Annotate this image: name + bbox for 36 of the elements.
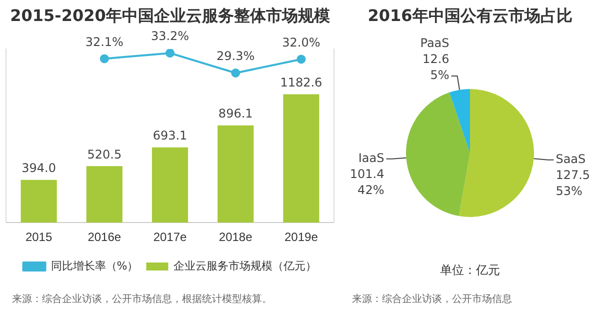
data-label: 693.1 bbox=[152, 128, 188, 143]
data-label: 32.0% bbox=[282, 35, 320, 50]
data-label: 394.0 bbox=[22, 160, 56, 175]
slice-label: PaaS bbox=[420, 36, 450, 50]
data-label: 127.5 53% bbox=[556, 168, 590, 198]
data-label: 101.4 42% bbox=[350, 167, 384, 198]
slice-label: SaaS bbox=[556, 152, 586, 166]
data-label: 1182.6 bbox=[280, 75, 322, 90]
chart-title: 2016年中国公有云市场占比 bbox=[366, 6, 574, 27]
bar bbox=[218, 125, 254, 223]
slice-label: IaaS bbox=[358, 151, 384, 166]
point bbox=[231, 68, 240, 78]
legend-label: 企业云服务市场规模（亿元） bbox=[174, 259, 317, 272]
x-tick-label: 2015 bbox=[25, 230, 52, 244]
chart-title: 2015-2020年中国企业云服务整体市场规模 bbox=[9, 6, 331, 27]
x-tick-label: 2019e bbox=[284, 230, 318, 244]
legend-label: 同比增长率（%） bbox=[50, 259, 138, 272]
point bbox=[100, 54, 109, 64]
bar bbox=[86, 166, 122, 223]
x-tick-label: 2018e bbox=[218, 230, 253, 244]
data-label: 520.5 bbox=[87, 147, 122, 162]
data-label: 12.6 5% bbox=[422, 52, 450, 82]
point bbox=[166, 49, 174, 58]
bar bbox=[283, 94, 320, 223]
data-label: 896.1 bbox=[218, 106, 253, 120]
point bbox=[296, 54, 306, 64]
x-tick-label: 2017e bbox=[153, 230, 188, 244]
source-note: 来源：综合企业访谈，公开市场信息 bbox=[352, 292, 512, 306]
data-label: 29.3% bbox=[216, 49, 255, 64]
x-tick-label: 2016e bbox=[88, 230, 122, 244]
bar bbox=[20, 180, 57, 223]
text: 单位：亿元 bbox=[439, 262, 501, 279]
data-label: 32.1% bbox=[85, 34, 124, 49]
data-label: 33.2% bbox=[150, 29, 190, 44]
source-note: 来源：综合企业访谈，公开市场信息，根据统计模型核算。 bbox=[12, 292, 272, 306]
bar bbox=[152, 147, 188, 223]
